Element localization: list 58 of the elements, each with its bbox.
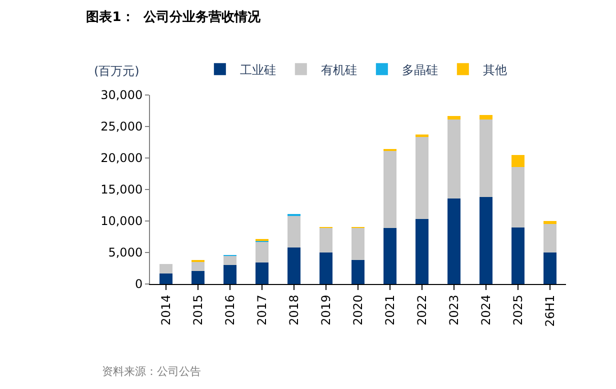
legend-label: 多晶硅 xyxy=(402,62,438,77)
bar xyxy=(288,247,300,284)
bar xyxy=(416,137,428,220)
y-tick-label: 10,000 xyxy=(100,214,143,228)
bar xyxy=(256,241,268,263)
x-tick-label: 2018 xyxy=(286,294,301,326)
bar xyxy=(544,224,556,252)
x-tick-label: 2017 xyxy=(254,294,269,326)
text: 资料来源：公司公告 xyxy=(102,365,201,378)
bar xyxy=(416,134,428,138)
y-tick-label: 15,000 xyxy=(100,182,143,197)
bar xyxy=(256,262,268,284)
bar xyxy=(448,116,460,120)
x-tick-label: 2014 xyxy=(158,294,173,326)
legend-label: 工业硅 xyxy=(240,62,276,77)
bar xyxy=(384,150,396,228)
x-tick-label: 2021 xyxy=(382,294,397,326)
x-tick-label: 26H1 xyxy=(542,294,557,327)
x-tick-label: 2023 xyxy=(446,294,461,326)
bar xyxy=(512,227,524,284)
y-axis-title: (百万元) xyxy=(94,64,140,78)
bar xyxy=(320,228,332,252)
y-tick-label: 0 xyxy=(134,277,143,292)
y-tick-label: 30,000 xyxy=(100,88,143,102)
bar xyxy=(320,252,332,284)
bar xyxy=(448,120,460,198)
bar xyxy=(416,219,428,284)
x-tick-label: 2022 xyxy=(414,294,429,326)
y-tick-label: 25,000 xyxy=(100,120,143,134)
x-tick-label: 2020 xyxy=(350,294,365,326)
bar xyxy=(384,228,396,284)
bar xyxy=(160,273,172,284)
bar xyxy=(480,120,492,198)
x-tick-label: 2015 xyxy=(190,294,205,326)
bar xyxy=(512,154,524,167)
bar xyxy=(224,256,236,266)
bar xyxy=(224,265,236,284)
bar xyxy=(480,197,492,284)
bar xyxy=(192,270,204,284)
x-tick-label: 2025 xyxy=(510,294,525,326)
bar xyxy=(448,198,460,284)
x-tick-label: 2024 xyxy=(478,294,493,326)
bar xyxy=(352,228,364,260)
x-tick-label: 2019 xyxy=(318,294,333,326)
bar xyxy=(352,260,364,284)
legend-label: 有机硅 xyxy=(320,62,357,77)
y-tick-label: 5,000 xyxy=(108,246,143,260)
bar xyxy=(480,115,492,120)
x-tick-label: 2016 xyxy=(222,294,237,326)
bar xyxy=(288,215,300,248)
bar xyxy=(544,221,556,224)
chart-title: 图表1： 公司分业务营收情况 xyxy=(86,8,262,25)
y-tick-label: 20,000 xyxy=(100,151,143,166)
bar xyxy=(160,264,172,274)
bar xyxy=(192,261,204,271)
bar xyxy=(512,166,524,228)
legend-label: 其他 xyxy=(482,62,507,77)
bar xyxy=(544,252,556,284)
